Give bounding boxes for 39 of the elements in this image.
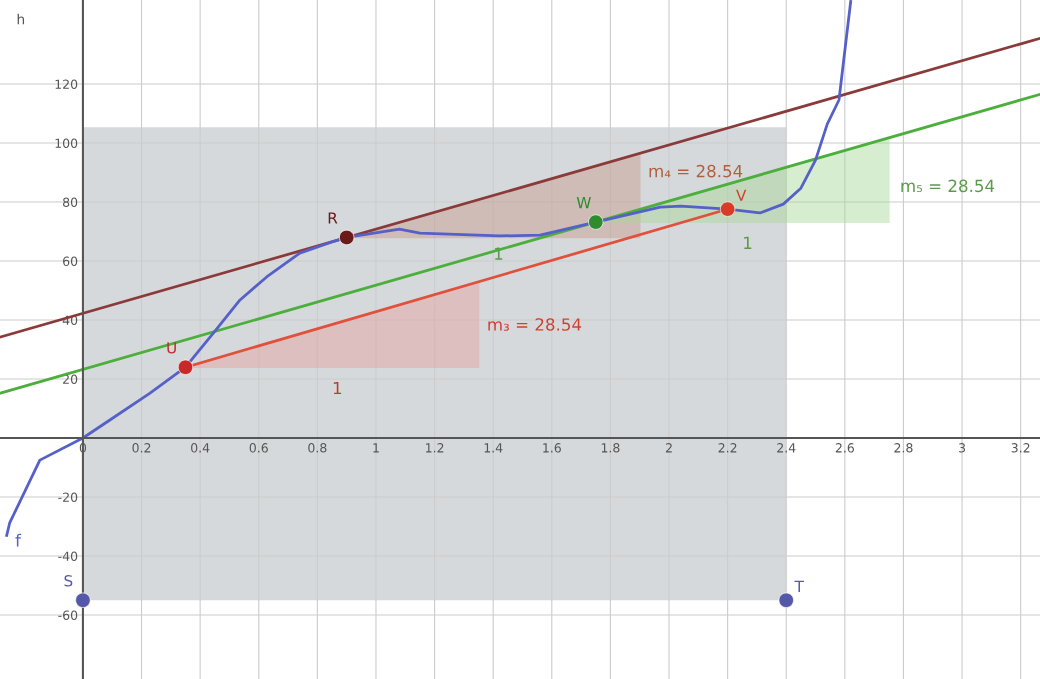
annotation: 1 xyxy=(495,247,503,260)
annotation: m₅ = 28.54 xyxy=(901,179,995,193)
y-tick-label: 120 xyxy=(55,79,78,89)
annotation: m₃ = 28.54 xyxy=(488,318,582,331)
x-tick-label: 1.6 xyxy=(543,443,561,453)
series-label: R xyxy=(328,212,338,224)
series-label: f xyxy=(15,533,22,547)
x-tick-label: 0.8 xyxy=(308,443,327,453)
series-label: S xyxy=(64,575,73,587)
x-tick-label: 0.4 xyxy=(191,443,210,453)
y-tick-label: -40 xyxy=(58,551,78,561)
x-tick-label: 0.2 xyxy=(132,443,151,453)
y-tick-label: 60 xyxy=(63,256,78,266)
annotation: m₄ = 28.54 xyxy=(649,164,743,178)
y-tick-label: 20 xyxy=(63,374,78,384)
y-axis-title: h xyxy=(17,13,25,25)
y-tick-label: 100 xyxy=(55,138,78,148)
x-tick-label: 0.6 xyxy=(249,443,268,453)
x-tick-label: 1 xyxy=(373,443,379,453)
y-tick-label: 80 xyxy=(63,197,78,207)
x-tick-label: 2.2 xyxy=(718,443,737,453)
annotation: 1 xyxy=(744,236,752,249)
x-tick-label: 1.2 xyxy=(426,443,444,453)
series-label: W xyxy=(576,197,591,209)
y-tick-label: -60 xyxy=(58,610,78,620)
x-tick-label: 3 xyxy=(959,443,966,453)
series-label: T xyxy=(794,580,804,592)
y-tick-label: -20 xyxy=(58,492,78,502)
x-tick-label: 1.8 xyxy=(601,443,620,453)
x-tick-label: 2 xyxy=(665,443,672,453)
x-tick-label: 2.8 xyxy=(894,443,913,453)
series-label: U xyxy=(167,342,176,354)
x-tick-label: 3.2 xyxy=(1011,443,1030,453)
x-tick-label: 1.4 xyxy=(484,443,503,453)
series-label: V xyxy=(736,189,747,201)
annotation: 1 xyxy=(333,381,342,395)
x-tick-label: 2.6 xyxy=(835,443,854,453)
x-tick-label: 2.4 xyxy=(777,443,796,453)
point xyxy=(778,592,794,608)
